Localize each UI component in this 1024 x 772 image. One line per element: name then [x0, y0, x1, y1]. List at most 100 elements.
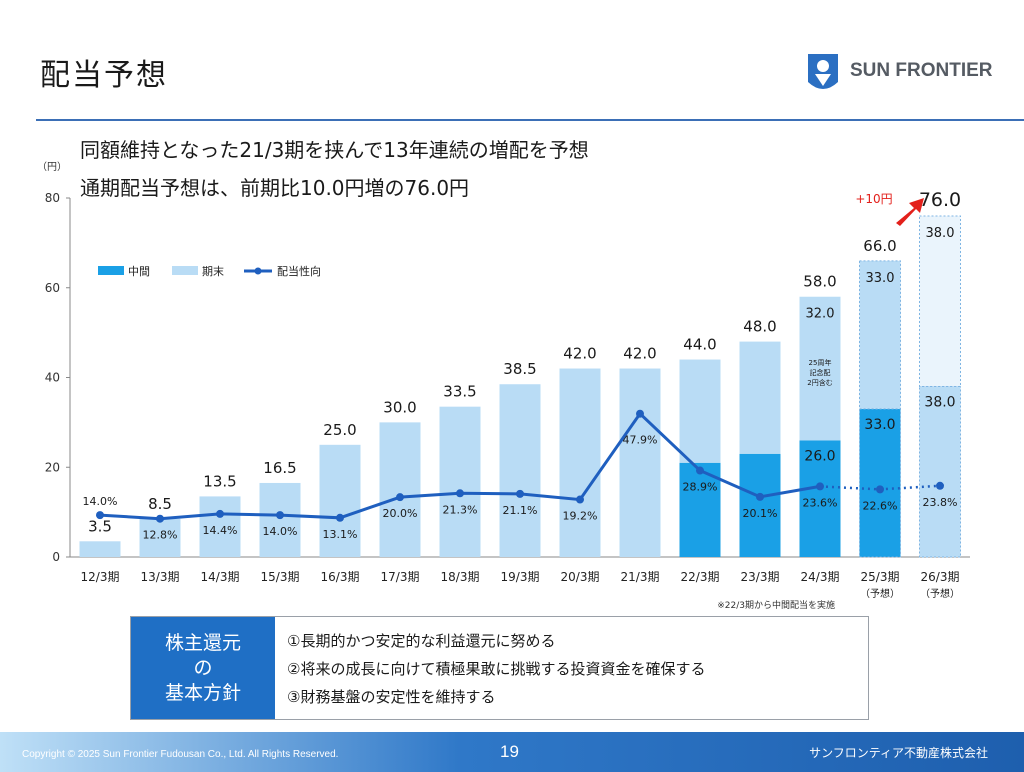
bar-final — [919, 215, 961, 387]
payout-point — [216, 509, 224, 518]
x-tick-label: 21/3期 — [621, 570, 660, 584]
x-tick-label: 22/3期 — [681, 570, 720, 584]
payout-point — [936, 481, 944, 490]
bar-final-label: 32.0 — [806, 307, 835, 322]
payout-label: 21.3% — [443, 503, 478, 516]
x-tick-label: 13/3期 — [141, 570, 180, 584]
payout-label: 13.1% — [323, 528, 358, 541]
bar-final — [739, 341, 781, 454]
bar-interim — [799, 440, 841, 557]
payout-point — [336, 513, 344, 522]
x-tick-label: 15/3期 — [261, 570, 300, 584]
bar-final — [859, 260, 901, 410]
payout-label: 21.1% — [503, 504, 538, 517]
policy-label-line: 株主還元 — [164, 631, 241, 654]
policy-label-line: の — [193, 656, 213, 679]
chart-footnote: ※22/3期から中間配当を実施 — [717, 599, 835, 611]
bar-final — [679, 359, 721, 463]
increase-label: +10円 — [855, 192, 892, 206]
payout-label: 23.8% — [923, 496, 958, 509]
x-tick-note: （予想） — [860, 587, 900, 600]
payout-label: 14.4% — [203, 524, 238, 537]
payout-label: 19.2% — [563, 510, 598, 523]
title-divider — [36, 119, 1024, 121]
bar-final-label: 38.0 — [926, 226, 955, 241]
bar-final — [499, 384, 541, 557]
bar-total-label: 30.0 — [383, 398, 416, 416]
bar-final — [799, 296, 841, 441]
payout-label: 47.9% — [623, 434, 658, 447]
headline-primary: 同額維持となった21/3期を挟んで13年連続の増配を予想 — [80, 138, 589, 162]
payout-point — [276, 511, 284, 520]
payout-point — [396, 493, 404, 502]
bar-total-label: 16.5 — [263, 459, 296, 477]
policy-item: ①長期的かつ安定的な利益還元に努める — [287, 632, 556, 650]
page-number: 19 — [500, 742, 519, 761]
x-tick-label: 23/3期 — [741, 570, 780, 584]
bar-interim — [679, 462, 721, 557]
bar-interim-label: 26.0 — [804, 448, 835, 464]
x-tick-label: 20/3期 — [561, 570, 600, 584]
bar-final — [259, 482, 301, 557]
policy-item: ③財務基盤の安定性を維持する — [287, 688, 496, 706]
payout-point — [816, 482, 824, 491]
page-title: 配当予想 — [40, 58, 168, 93]
logo-wordmark: SUN FRONTIER — [850, 60, 993, 81]
company-name: サンフロンティア不動産株式会社 — [809, 746, 988, 760]
payout-label: 28.9% — [683, 481, 718, 494]
dividend-chart: （円） 0 20 40 60 80 3.5 12/3期 8.5 13/3期 13.5 14/3期 16.… — [37, 161, 970, 611]
copyright: Copyright © 2025 Sun Frontier Fudousan C… — [22, 749, 339, 760]
x-tick-label: 19/3期 — [501, 570, 540, 584]
x-tick-label: 25/3期 — [861, 570, 900, 584]
legend-label-final: 期末 — [202, 264, 224, 278]
bar-final — [559, 368, 601, 557]
payout-label: 14.0% — [263, 525, 298, 538]
policy-items: ①長期的かつ安定的な利益還元に努める ②将来の成長に向けて積極果敢に挑戦する投資… — [287, 627, 705, 711]
legend-label-payout: 配当性向 — [277, 264, 321, 278]
increase-arrow-icon — [896, 198, 924, 226]
x-tick-note: （予想） — [920, 587, 960, 600]
anniversary-note: 25周年 — [809, 358, 832, 367]
bar-final — [439, 406, 481, 557]
legend-swatch-interim — [98, 266, 124, 275]
bar-total-label: 3.5 — [88, 517, 112, 535]
bar-total-label: 48.0 — [743, 318, 776, 336]
payout-label: 14.0% — [83, 495, 118, 508]
bar-total-label: 38.5 — [503, 360, 536, 378]
y-tick-label: 0 — [52, 550, 60, 564]
payout-label: 22.6% — [863, 499, 898, 512]
x-tick-label: 24/3期 — [801, 570, 840, 584]
bar-total-label: 76.0 — [919, 189, 961, 211]
payout-label: 23.6% — [803, 496, 838, 509]
payout-point — [876, 485, 884, 494]
bar-interim-label: 38.0 — [924, 394, 955, 410]
bar-interim — [919, 385, 961, 558]
payout-point — [516, 489, 524, 498]
x-tick-label: 14/3期 — [201, 570, 240, 584]
x-tick-label: 26/3期 — [921, 570, 960, 584]
payout-label: 20.1% — [743, 507, 778, 520]
legend-label-interim: 中間 — [128, 265, 150, 278]
payout-point — [156, 514, 164, 523]
headline-secondary: 通期配当予想は、前期比10.0円増の76.0円 — [80, 176, 470, 200]
bar-total-label: 44.0 — [683, 336, 716, 354]
policy-item: ②将来の成長に向けて積極果敢に挑戦する投資資金を確保する — [287, 660, 706, 678]
shareholder-return-policy: 株主還元 の 基本方針 ①長期的かつ安定的な利益還元に努める ②将来の成長に向け… — [130, 616, 869, 720]
bar-final — [619, 368, 661, 557]
sun-frontier-emblem-icon — [808, 54, 838, 89]
policy-label: 株主還元 の 基本方針 — [131, 617, 275, 719]
legend-swatch-final — [172, 266, 198, 275]
payout-point — [636, 409, 644, 418]
payout-point — [756, 492, 764, 501]
bar-total-label: 33.5 — [443, 383, 476, 401]
bar-total-label: 8.5 — [148, 495, 172, 513]
bar-interim-label: 33.0 — [864, 417, 895, 433]
bar-final-label: 33.0 — [866, 271, 895, 286]
payout-point — [576, 495, 584, 504]
bar-total-label: 66.0 — [863, 237, 896, 255]
anniversary-note: 記念配 — [810, 368, 831, 377]
x-tick-label: 12/3期 — [81, 570, 120, 584]
y-tick-label: 60 — [45, 281, 60, 295]
bar-final — [319, 444, 361, 557]
legend-point-payout — [254, 267, 262, 275]
